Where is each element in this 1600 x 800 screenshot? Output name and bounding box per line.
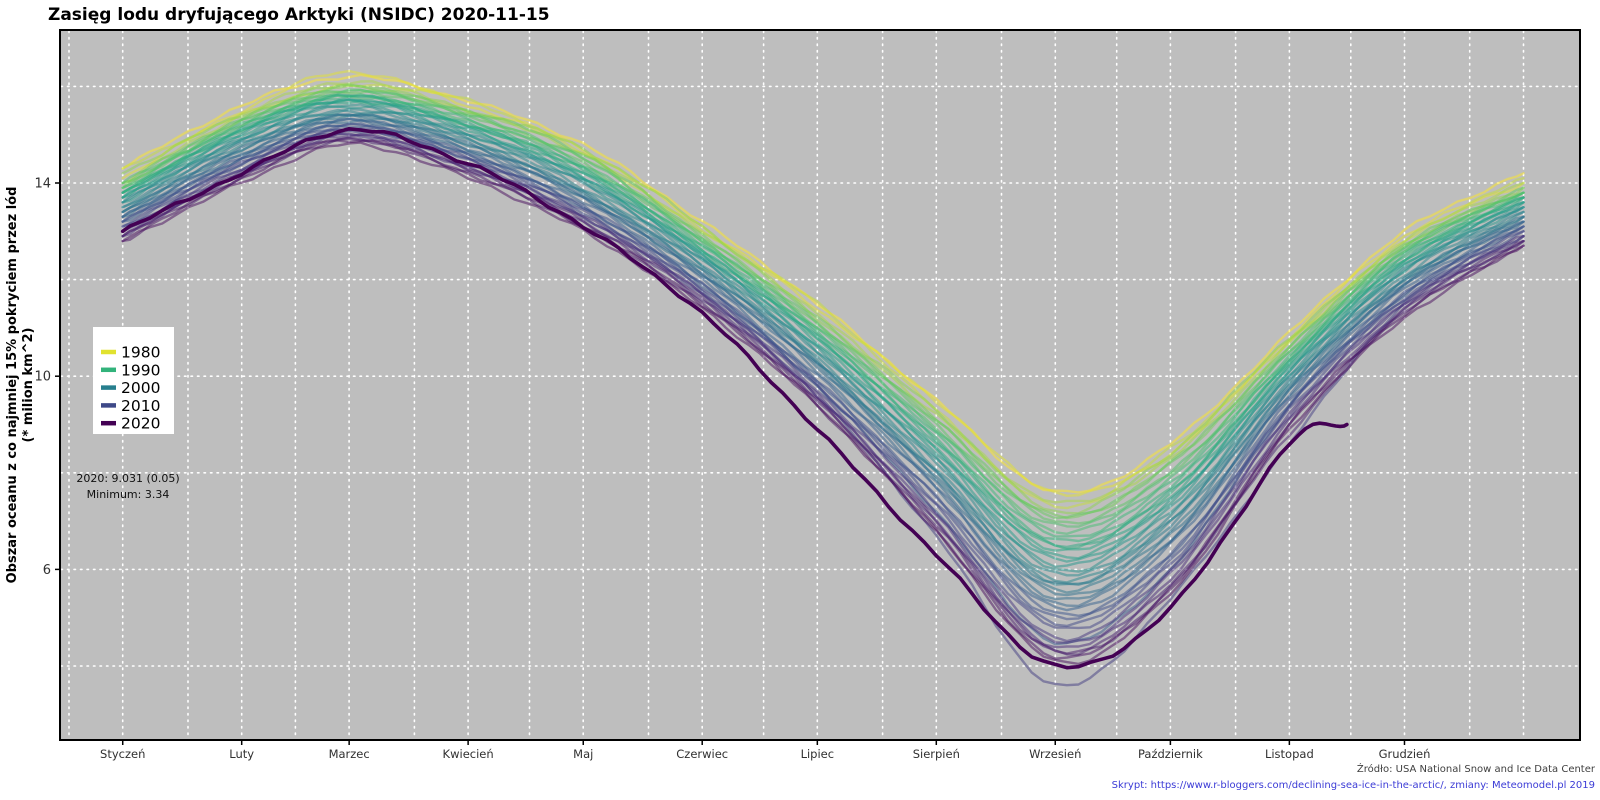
year-line-2019 bbox=[121, 141, 1525, 666]
legend-box bbox=[93, 327, 174, 434]
plot-panel-border bbox=[59, 29, 1581, 741]
y-axis-label-line1: Obszar oceanu z co najmniej 15% pokrycie… bbox=[5, 187, 20, 584]
x-tick-label: Grudzień bbox=[1379, 747, 1431, 761]
x-tick-label: Maj bbox=[573, 747, 593, 761]
x-tick-label: Lipiec bbox=[801, 747, 835, 761]
x-tick-label: Kwiecień bbox=[443, 747, 494, 761]
legend-label-2020: 2020 bbox=[121, 415, 160, 433]
year-line-2004 bbox=[121, 118, 1525, 601]
x-tick-label: Marzec bbox=[329, 747, 370, 761]
annotation: 2020: 9.031 (0.05) Minimum: 3.34 bbox=[76, 472, 179, 501]
year-line-1979 bbox=[121, 73, 1525, 494]
footer-source: Źródło: USA National Snow and Ice Data C… bbox=[1357, 762, 1596, 775]
annotation-minimum-value: Minimum: 3.34 bbox=[87, 488, 170, 501]
legend-label-2000: 2000 bbox=[121, 379, 160, 397]
y-tick-label: 6 bbox=[43, 563, 51, 578]
year-line-1992 bbox=[121, 93, 1525, 549]
year-line-1993 bbox=[121, 99, 1525, 552]
legend-label-1990: 1990 bbox=[121, 361, 160, 379]
annotation-current-value: 2020: 9.031 (0.05) bbox=[76, 472, 179, 485]
y-axis-label-line2: (* milion km^2) bbox=[21, 328, 36, 443]
y-tick-label: 10 bbox=[34, 370, 51, 385]
data-lines bbox=[120, 69, 1525, 687]
x-tick-label: Czerwiec bbox=[676, 747, 728, 761]
legend-label-1980: 1980 bbox=[121, 344, 160, 362]
year-line-1998 bbox=[121, 107, 1525, 577]
year-line-1999 bbox=[121, 108, 1525, 584]
year-line-2014 bbox=[121, 132, 1525, 644]
axis-ticks-and-labels: 14 10 6 Styczeń Luty Marzec Kwiecień Maj Czerwie… bbox=[34, 177, 1430, 762]
x-tick-label: Listopad bbox=[1265, 747, 1314, 761]
x-tick-label: Luty bbox=[229, 747, 254, 761]
year-line-2006 bbox=[121, 117, 1525, 612]
legend-label-2010: 2010 bbox=[121, 397, 160, 415]
footer-script-link[interactable]: Skrypt: https://www.r-bloggers.com/decli… bbox=[1112, 780, 1595, 791]
year-line-1983 bbox=[121, 84, 1525, 515]
y-tick-label: 14 bbox=[34, 177, 51, 192]
x-tick-label: Sierpień bbox=[913, 747, 960, 761]
x-tick-label: Styczeń bbox=[100, 747, 145, 761]
year-line-2020 bbox=[120, 127, 1349, 670]
x-tick-label: Wrzesień bbox=[1029, 747, 1081, 761]
x-tick-label: Październik bbox=[1138, 747, 1203, 761]
chart-title: Zasięg lodu dryfującego Arktyki (NSIDC) … bbox=[48, 5, 550, 25]
